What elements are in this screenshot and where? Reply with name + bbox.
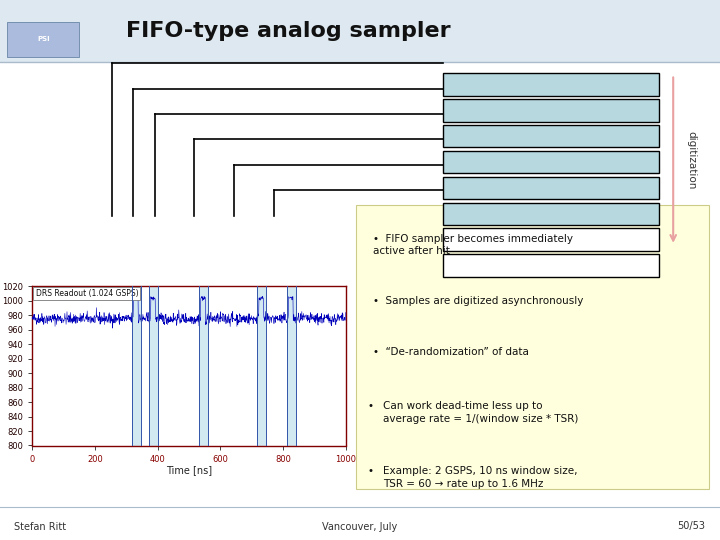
Bar <box>443 228 659 251</box>
Bar <box>443 254 659 277</box>
Text: FIFO-type analog sampler: FIFO-type analog sampler <box>126 21 451 41</box>
Text: •  FIFO sampler becomes immediately
active after hit: • FIFO sampler becomes immediately activ… <box>373 233 573 256</box>
Bar <box>199 286 208 445</box>
Bar <box>356 205 709 489</box>
Y-axis label: ADC value: ADC value <box>0 340 1 392</box>
Bar <box>443 151 659 173</box>
Text: DRS Readout (1.024 GSPS): DRS Readout (1.024 GSPS) <box>35 289 138 299</box>
Text: Vancouver, July: Vancouver, July <box>323 522 397 531</box>
Text: •: • <box>367 401 373 411</box>
Bar <box>0 0 720 62</box>
Text: 50/53: 50/53 <box>678 522 706 531</box>
Text: •  Samples are digitized asynchronously: • Samples are digitized asynchronously <box>373 296 583 306</box>
Bar <box>7 22 79 57</box>
X-axis label: Time [ns]: Time [ns] <box>166 465 212 475</box>
Text: Can work dead-time less up to
average rate = 1/(window size * TSR): Can work dead-time less up to average ra… <box>383 401 578 423</box>
Text: •  “De-randomization” of data: • “De-randomization” of data <box>373 347 528 357</box>
Bar <box>443 202 659 225</box>
Bar <box>149 286 158 445</box>
Text: digitization: digitization <box>686 131 696 190</box>
Bar <box>443 177 659 199</box>
Bar <box>287 286 296 445</box>
Text: PSI: PSI <box>37 36 50 42</box>
Text: Stefan Ritt: Stefan Ritt <box>14 522 66 531</box>
Bar <box>443 73 659 96</box>
Bar <box>257 286 266 445</box>
Bar <box>443 99 659 122</box>
Text: •: • <box>367 466 373 476</box>
Bar <box>443 125 659 147</box>
Bar <box>132 286 141 445</box>
Text: Example: 2 GSPS, 10 ns window size,
TSR = 60 → rate up to 1.6 MHz: Example: 2 GSPS, 10 ns window size, TSR … <box>383 466 577 489</box>
